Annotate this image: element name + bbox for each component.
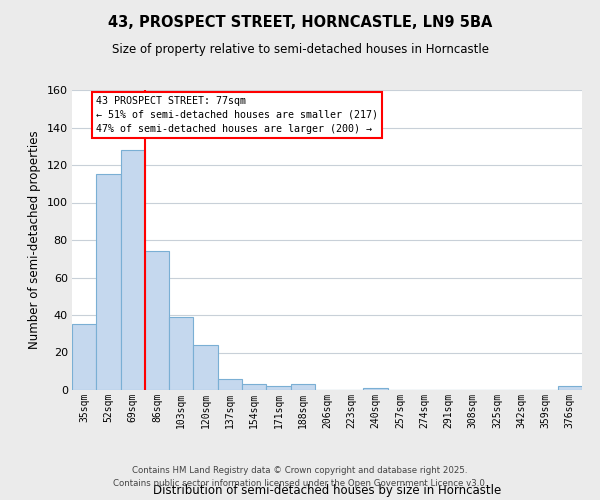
Text: Contains HM Land Registry data © Crown copyright and database right 2025.
Contai: Contains HM Land Registry data © Crown c… — [113, 466, 487, 487]
Bar — [121, 150, 145, 390]
Bar — [72, 324, 96, 390]
Bar — [169, 317, 193, 390]
Bar — [218, 379, 242, 390]
Bar — [364, 388, 388, 390]
Bar — [242, 384, 266, 390]
Text: 43 PROSPECT STREET: 77sqm
← 51% of semi-detached houses are smaller (217)
47% of: 43 PROSPECT STREET: 77sqm ← 51% of semi-… — [96, 96, 378, 134]
Bar — [193, 345, 218, 390]
Bar — [266, 386, 290, 390]
Bar — [558, 386, 582, 390]
Y-axis label: Number of semi-detached properties: Number of semi-detached properties — [28, 130, 41, 350]
Bar — [96, 174, 121, 390]
X-axis label: Distribution of semi-detached houses by size in Horncastle: Distribution of semi-detached houses by … — [153, 484, 501, 496]
Text: Size of property relative to semi-detached houses in Horncastle: Size of property relative to semi-detach… — [112, 42, 488, 56]
Text: 43, PROSPECT STREET, HORNCASTLE, LN9 5BA: 43, PROSPECT STREET, HORNCASTLE, LN9 5BA — [108, 15, 492, 30]
Bar — [290, 384, 315, 390]
Bar — [145, 251, 169, 390]
